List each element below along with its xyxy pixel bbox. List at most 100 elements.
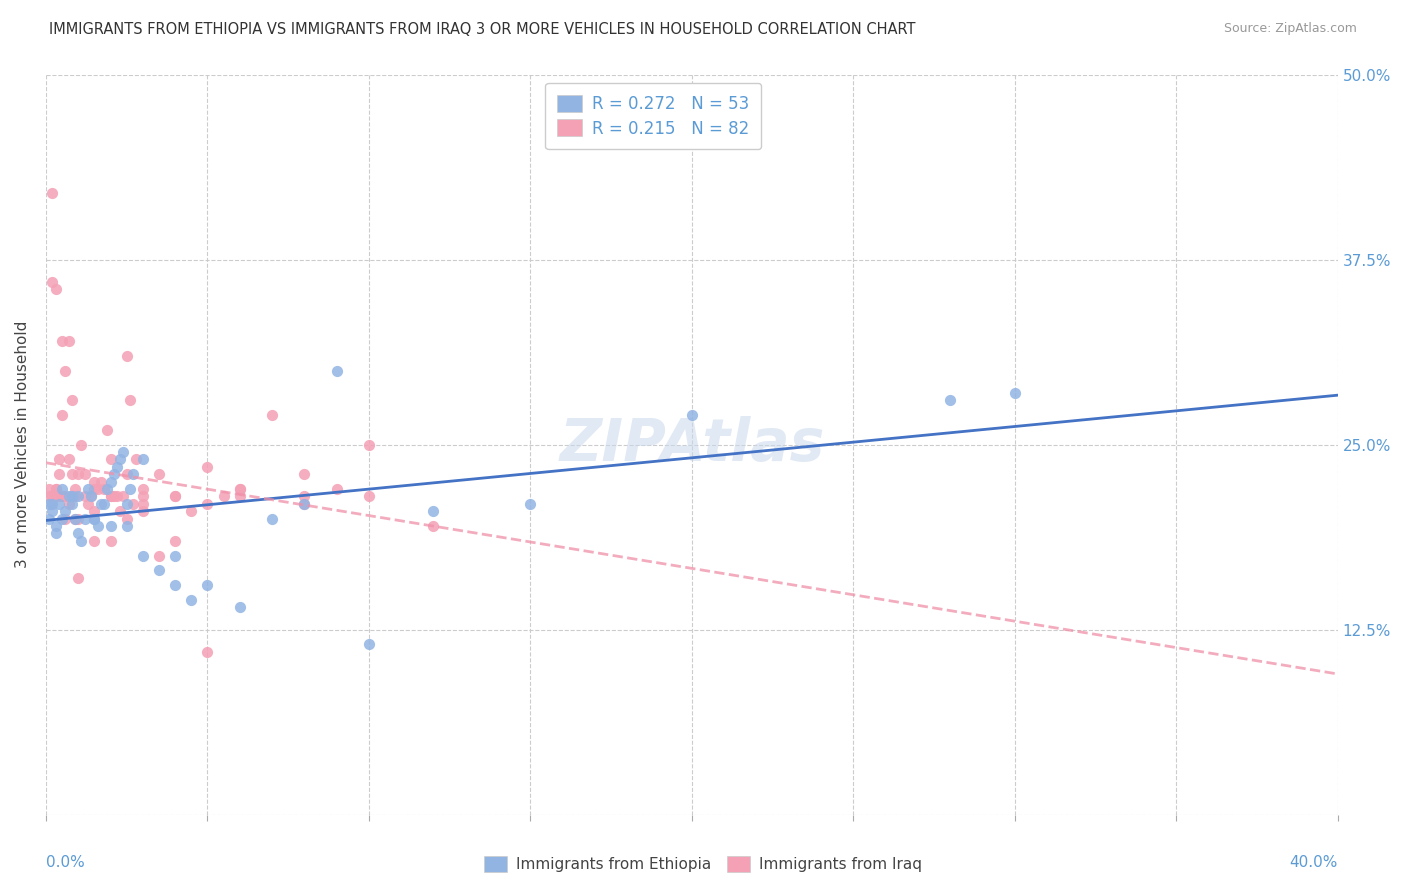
Point <box>148 563 170 577</box>
Point <box>51 334 73 348</box>
Point <box>292 489 315 503</box>
Point <box>67 571 90 585</box>
Point <box>51 482 73 496</box>
Point <box>197 497 219 511</box>
Point <box>41 504 63 518</box>
Point <box>83 504 105 518</box>
Text: IMMIGRANTS FROM ETHIOPIA VS IMMIGRANTS FROM IRAQ 3 OR MORE VEHICLES IN HOUSEHOLD: IMMIGRANTS FROM ETHIOPIA VS IMMIGRANTS F… <box>49 22 915 37</box>
Point <box>41 489 63 503</box>
Point <box>165 489 187 503</box>
Point <box>45 482 67 496</box>
Point <box>67 489 90 503</box>
Point <box>67 467 90 482</box>
Point <box>197 645 219 659</box>
Point <box>51 408 73 422</box>
Point <box>228 482 250 496</box>
Point <box>132 549 155 563</box>
Point <box>132 497 155 511</box>
Text: 40.0%: 40.0% <box>1289 855 1337 870</box>
Point <box>96 423 118 437</box>
Point <box>58 334 80 348</box>
Point <box>110 452 132 467</box>
Point <box>53 363 76 377</box>
Point <box>83 475 105 489</box>
Point <box>118 482 141 496</box>
Y-axis label: 3 or more Vehicles in Household: 3 or more Vehicles in Household <box>15 321 30 568</box>
Point <box>63 482 86 496</box>
Point <box>80 489 103 503</box>
Point <box>38 482 60 496</box>
Point <box>48 497 70 511</box>
Point <box>53 504 76 518</box>
Point <box>45 526 67 541</box>
Point <box>100 519 122 533</box>
Point <box>105 459 128 474</box>
Point <box>325 363 347 377</box>
Point <box>132 482 155 496</box>
Point <box>90 497 112 511</box>
Point <box>100 489 122 503</box>
Point <box>681 408 703 422</box>
Point <box>1004 385 1026 400</box>
Point <box>165 549 187 563</box>
Point <box>70 437 93 451</box>
Point <box>73 467 96 482</box>
Point <box>51 511 73 525</box>
Point <box>80 489 103 503</box>
Point <box>60 489 83 503</box>
Point <box>83 533 105 548</box>
Point <box>228 600 250 615</box>
Point <box>228 489 250 503</box>
Point <box>165 533 187 548</box>
Point <box>58 489 80 503</box>
Point <box>122 467 145 482</box>
Point <box>90 475 112 489</box>
Point <box>260 511 283 525</box>
Point <box>83 511 105 525</box>
Point <box>325 482 347 496</box>
Point <box>100 533 122 548</box>
Legend: R = 0.272   N = 53, R = 0.215   N = 82: R = 0.272 N = 53, R = 0.215 N = 82 <box>546 83 761 149</box>
Point <box>73 511 96 525</box>
Point <box>53 511 76 525</box>
Point <box>357 489 380 503</box>
Point <box>86 482 108 496</box>
Point <box>60 467 83 482</box>
Text: 0.0%: 0.0% <box>46 855 84 870</box>
Point <box>132 489 155 503</box>
Point <box>77 482 100 496</box>
Point <box>96 482 118 496</box>
Point <box>93 497 115 511</box>
Point <box>48 489 70 503</box>
Point <box>228 482 250 496</box>
Point <box>45 489 67 503</box>
Point <box>260 408 283 422</box>
Point <box>422 504 444 518</box>
Legend: Immigrants from Ethiopia, Immigrants from Iraq: Immigrants from Ethiopia, Immigrants fro… <box>477 848 929 880</box>
Point <box>292 497 315 511</box>
Point <box>118 393 141 408</box>
Point <box>77 497 100 511</box>
Point <box>112 445 135 459</box>
Point <box>67 526 90 541</box>
Point <box>292 497 315 511</box>
Point <box>100 475 122 489</box>
Point <box>115 467 138 482</box>
Point <box>939 393 962 408</box>
Point <box>292 467 315 482</box>
Point <box>103 489 125 503</box>
Point <box>51 489 73 503</box>
Point <box>115 511 138 525</box>
Point <box>115 519 138 533</box>
Point <box>60 393 83 408</box>
Point <box>63 511 86 525</box>
Point <box>45 282 67 296</box>
Point <box>38 497 60 511</box>
Point <box>67 511 90 525</box>
Point <box>148 549 170 563</box>
Point <box>41 275 63 289</box>
Point <box>110 504 132 518</box>
Point <box>165 578 187 592</box>
Point <box>38 489 60 503</box>
Point <box>212 489 235 503</box>
